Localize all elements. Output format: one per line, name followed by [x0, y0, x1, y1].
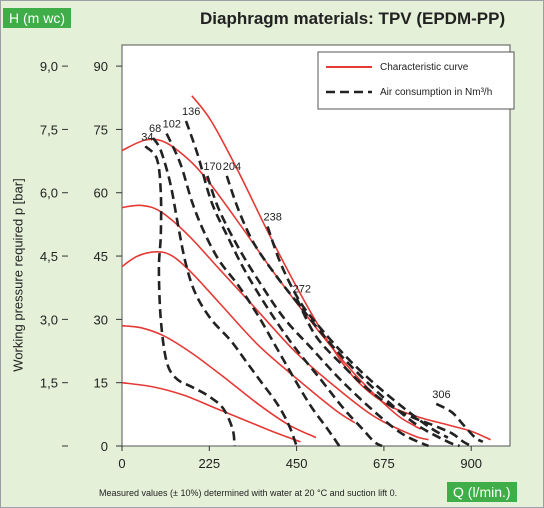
air-consumption-label: 238 [264, 212, 282, 224]
plot-area [121, 44, 511, 447]
x-axis-unit-badge: Q (l/min.) [447, 482, 517, 502]
characteristic-curve [191, 95, 491, 441]
air-consumption-curve [206, 175, 430, 448]
x-tick-label: 900 [460, 456, 482, 471]
air-consumption-curve [225, 175, 461, 448]
characteristic-curve [121, 138, 422, 430]
y-axis-label: Working pressure required p [bar] [10, 178, 26, 372]
y-tick-label-mwc: 75 [94, 122, 108, 137]
air-consumption-curve [144, 145, 236, 447]
chart-title: Diaphragm materials: TPV (EPDM-PP) [200, 9, 506, 28]
air-consumption-curve [165, 133, 341, 447]
footnote: Measured values (± 10%) determined with … [99, 488, 398, 498]
y-tick-label-mwc: 15 [94, 376, 108, 391]
air-consumption-label: 204 [223, 161, 241, 173]
air-consumption-curve [435, 402, 484, 443]
air-consumption-curve [184, 120, 383, 448]
y-tick-label-mwc: 30 [94, 312, 108, 327]
air-consumption-curve [295, 297, 472, 448]
air-consumption-label: 68 [149, 123, 161, 135]
y-axis-unit-badge: H (m wc) [3, 8, 71, 28]
characteristic-curve [121, 324, 317, 439]
y-tick-label-mwc: 60 [94, 186, 108, 201]
air-consumption-label: 102 [163, 119, 181, 131]
legend-characteristic-label: Characteristic curve [380, 62, 469, 73]
y-tick-label-bar: 6,0 [40, 186, 58, 201]
legend: Characteristic curve Air consumption in … [317, 51, 515, 110]
y-tick-label-mwc: 45 [94, 249, 108, 264]
characteristic-curve [121, 381, 301, 443]
x-tick-label: 225 [198, 456, 220, 471]
y-tick-label-bar: 3,0 [40, 312, 58, 327]
y-tick-label-bar: 4,5 [40, 249, 58, 264]
y-tick-label-mwc: 90 [94, 59, 108, 74]
y-tick-label-bar: 7,5 [40, 122, 58, 137]
air-consumption-curve [151, 137, 298, 447]
legend-box [317, 51, 515, 110]
air-consumption-curves [144, 120, 484, 448]
x-tick-label: 675 [373, 456, 395, 471]
air-consumption-label: 34 [141, 131, 153, 143]
air-consumption-label: 272 [293, 283, 311, 295]
axes: 0 225 450 675 900 0 15 1,5 30 3,0 45 4,5 60 6,0 75 7,5 9… [40, 44, 511, 471]
x-tick-label: 450 [286, 456, 308, 471]
legend-air-label: Air consumption in Nm³/h [380, 87, 492, 98]
x-tick-label: 0 [118, 456, 125, 471]
y-tick-label-bar: 1,5 [40, 376, 58, 391]
y-tick-label-bar: 9,0 [40, 59, 58, 74]
air-consumption-label: 170 [203, 161, 221, 173]
air-consumption-label: 306 [432, 389, 450, 401]
characteristic-curve [121, 250, 356, 424]
air-consumption-curve [266, 226, 449, 439]
air-consumption-label: 136 [182, 106, 200, 118]
y-tick-label-mwc: 0 [101, 439, 108, 454]
